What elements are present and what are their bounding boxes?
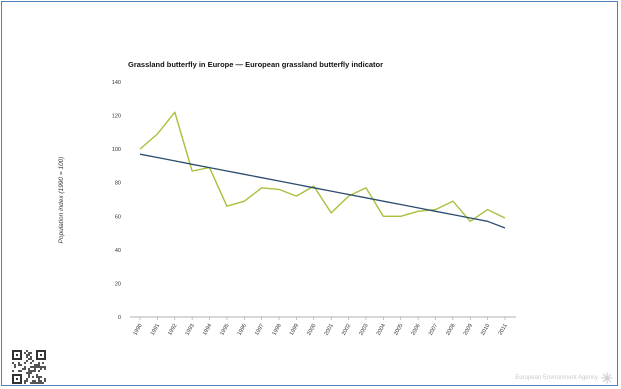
x-tick-label: 2004 [376, 323, 387, 337]
x-tick-label: 1991 [150, 323, 161, 337]
eea-logo: European Environment Agency [515, 372, 613, 384]
chart-title: Grassland butterfly in Europe — European… [128, 60, 383, 69]
y-axis-label: Population index (1990 = 100) [58, 157, 65, 244]
y-tick-label: 60 [115, 214, 121, 220]
x-tick-label: 2006 [411, 323, 422, 337]
y-tick-label: 100 [112, 147, 121, 153]
x-tick-label: 2001 [324, 323, 335, 337]
x-tick-label: 2003 [358, 323, 369, 337]
eea-logo-text: European Environment Agency [515, 375, 598, 381]
x-tick-label: 1995 [219, 323, 230, 337]
x-tick-label: 1997 [254, 323, 265, 337]
y-tick-label: 20 [115, 281, 121, 287]
y-tick-label: 140 [112, 80, 121, 86]
series-line-trend [139, 153, 506, 229]
x-tick-label: 1993 [185, 323, 196, 337]
y-tick-label: 80 [115, 181, 121, 187]
x-tick-label: 2007 [428, 323, 439, 337]
y-tick-label: 120 [112, 114, 121, 120]
x-tick-label: 2011 [498, 323, 509, 336]
y-tick-label: 40 [115, 248, 121, 254]
y-tick-label: 0 [118, 315, 121, 321]
x-tick-label: 2010 [480, 323, 491, 337]
x-tick-label: 1990 [132, 323, 143, 337]
x-tick-label: 2009 [463, 323, 474, 337]
x-tick-label: 2000 [306, 323, 317, 337]
x-tick-label: 1994 [202, 323, 213, 337]
x-tick-label: 2005 [393, 323, 404, 337]
x-tick-label: 2008 [445, 323, 456, 337]
eea-star-icon [601, 372, 613, 384]
series-line-index [139, 111, 506, 223]
x-tick-label: 2002 [341, 323, 352, 337]
x-tick-label: 1996 [237, 323, 248, 337]
x-ticks: 1990 1991 1992 1993 1994 1995 1996 1997 1998 1999… [132, 317, 509, 337]
qr-code [12, 350, 46, 384]
y-ticks: 0 20 40 60 80 100 120 140 [112, 80, 121, 321]
series-lines [139, 111, 506, 229]
x-tick-label: 1998 [271, 323, 282, 337]
x-tick-label: 1992 [167, 323, 178, 337]
x-tick-label: 1999 [289, 323, 300, 337]
